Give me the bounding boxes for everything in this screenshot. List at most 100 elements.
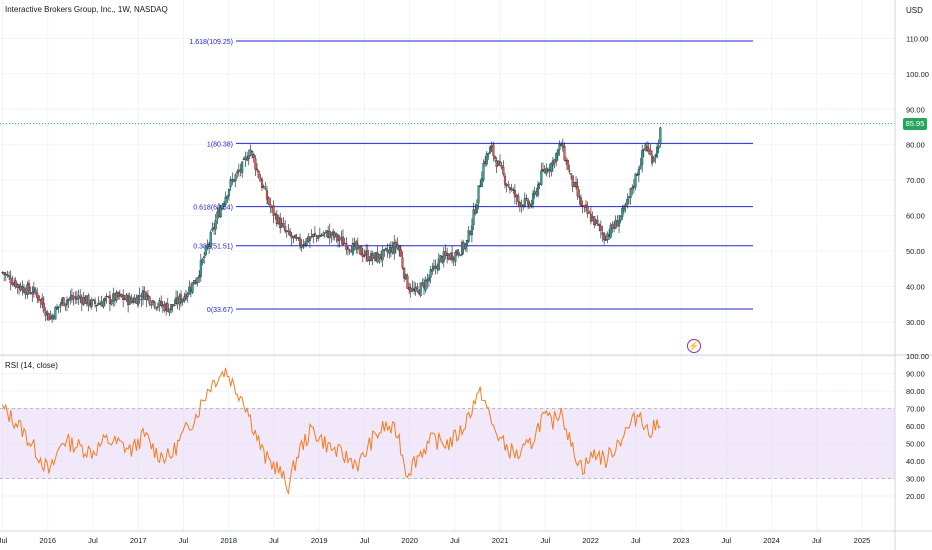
candle: [41, 293, 44, 308]
candle-body: [211, 228, 214, 231]
symbol-title[interactable]: Interactive Brokers Group, Inc., 1W, NAS…: [5, 5, 168, 14]
candle: [598, 223, 601, 232]
candle-body: [398, 246, 401, 251]
candle-body: [421, 282, 424, 284]
candle: [310, 229, 313, 239]
candle: [482, 159, 485, 183]
candle: [652, 156, 655, 163]
candle: [47, 312, 50, 321]
candle: [307, 233, 310, 243]
candle-body: [54, 307, 57, 320]
candle: [234, 173, 237, 188]
candle-body: [95, 304, 98, 307]
candle-body: [508, 187, 511, 190]
time-tick-label: 2021: [492, 536, 509, 545]
time-tick-label: 2018: [220, 536, 237, 545]
candle-body: [611, 224, 614, 229]
candle: [214, 214, 217, 236]
candle-body: [257, 170, 260, 178]
candle-body: [219, 207, 222, 218]
time-tick-label: Jul: [0, 536, 8, 545]
candle-body: [599, 226, 602, 231]
candle: [429, 266, 432, 284]
candle: [472, 202, 475, 231]
candle: [649, 144, 652, 156]
candle-body: [517, 195, 520, 202]
candle: [138, 287, 141, 304]
candle: [241, 161, 244, 178]
candle-body: [477, 185, 480, 204]
candle-body: [14, 280, 17, 288]
candle: [199, 253, 202, 282]
candle-body: [46, 311, 49, 315]
candle-body: [272, 205, 275, 216]
candle-body: [603, 233, 606, 241]
fib-level-label: 0.618(62.54): [193, 205, 233, 212]
candle: [555, 152, 558, 167]
candle-body: [122, 294, 125, 301]
candle-body: [298, 237, 302, 246]
candle-body: [622, 206, 626, 211]
candle-body: [586, 206, 589, 214]
candle: [246, 151, 249, 162]
candle-body: [475, 204, 478, 213]
price-tick-label: 30.00: [906, 318, 925, 327]
candle-body: [626, 198, 629, 206]
candle: [6, 270, 9, 278]
candle: [151, 299, 154, 306]
candle: [363, 249, 366, 258]
candle: [586, 201, 589, 218]
candle-body: [455, 250, 459, 255]
candle-body: [136, 295, 140, 306]
candle-body: [64, 303, 67, 307]
candle: [622, 204, 626, 214]
candle-body: [596, 220, 599, 224]
candle: [467, 226, 470, 244]
time-tick-label: 2025: [854, 536, 871, 545]
candle-body: [338, 239, 341, 241]
candle: [599, 220, 602, 239]
candle-body: [581, 205, 584, 207]
candle-body: [310, 236, 313, 238]
candle-body: [42, 302, 45, 312]
price-tick-label: 100.00: [906, 70, 929, 79]
candle: [477, 185, 480, 210]
candle: [455, 248, 459, 257]
rsi-indicator-title[interactable]: RSI (14, close): [5, 361, 58, 370]
candle-body: [255, 168, 259, 171]
candle-body: [556, 149, 559, 156]
time-tick-label: Jul: [88, 536, 98, 545]
candle: [621, 204, 624, 221]
candle: [345, 237, 348, 255]
last-price-badge: 85.95: [903, 117, 927, 130]
candle: [150, 300, 153, 309]
fib-level-label: 0(33.67): [207, 307, 233, 314]
candle-body: [47, 313, 50, 321]
candle: [284, 219, 287, 234]
candle-body: [94, 300, 97, 304]
candle: [563, 142, 566, 162]
candle-body: [527, 199, 530, 206]
candle: [416, 283, 419, 293]
candle-body: [647, 148, 650, 152]
candle: [67, 298, 70, 308]
candle-body: [457, 252, 460, 255]
candle: [31, 285, 34, 302]
candle: [401, 251, 404, 270]
candle-body: [203, 256, 206, 259]
candle: [503, 173, 507, 189]
lightning-icon[interactable]: ⚡: [687, 339, 701, 353]
candle-body: [196, 277, 199, 283]
candle: [219, 204, 222, 219]
candle-body: [655, 147, 659, 158]
candle-body: [186, 293, 189, 297]
candle: [421, 278, 424, 287]
candle-body: [274, 213, 277, 215]
price-tick-label: 50.00: [906, 247, 925, 256]
candle: [36, 287, 39, 304]
fib-level-label: 1.618(109.25): [189, 39, 233, 46]
candle-body: [8, 275, 11, 277]
candle: [64, 303, 67, 311]
candle-body: [617, 220, 621, 227]
